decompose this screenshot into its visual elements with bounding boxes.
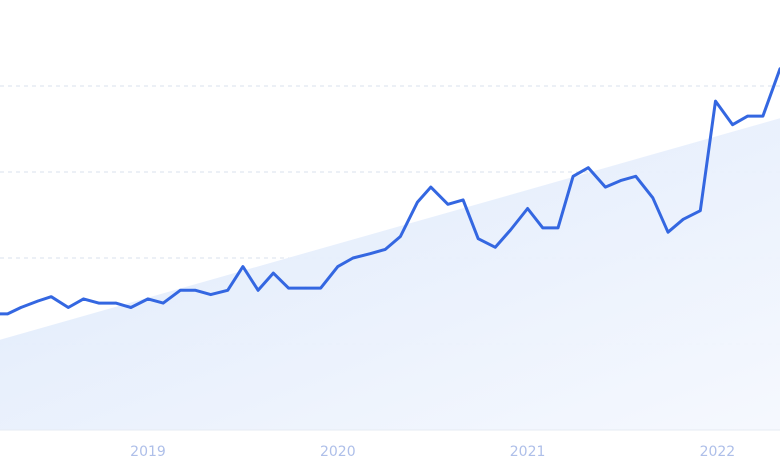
- data-point: [209, 293, 212, 296]
- data-point: [194, 289, 197, 292]
- data-point: [731, 123, 734, 126]
- data-point: [256, 289, 260, 292]
- data-point: [36, 299, 40, 303]
- x-tick-label: 2022: [700, 444, 736, 460]
- data-point: [129, 306, 133, 309]
- data-point: [526, 207, 529, 210]
- data-point: [179, 289, 182, 292]
- data-point: [287, 286, 290, 290]
- data-point: [699, 209, 702, 212]
- data-point: [509, 228, 512, 232]
- data-point: [67, 306, 70, 309]
- x-tick-label: 2020: [320, 444, 356, 460]
- data-point: [604, 185, 607, 189]
- x-tick-labels: 2019 2020 2021 2022: [130, 444, 735, 460]
- data-point: [304, 286, 307, 290]
- data-point: [494, 246, 497, 249]
- data-point: [477, 237, 480, 240]
- data-point: [416, 200, 419, 204]
- trend-area: [0, 118, 780, 430]
- series-line-group: [0, 67, 780, 316]
- x-tick-label: 2021: [510, 444, 546, 460]
- data-point: [461, 198, 465, 202]
- data-point: [714, 99, 717, 103]
- data-point: [272, 271, 275, 275]
- data-point: [162, 301, 165, 305]
- data-point: [399, 235, 402, 238]
- data-point: [336, 265, 339, 268]
- data-point: [82, 297, 85, 301]
- data-point: [241, 265, 245, 268]
- data-point: [0, 312, 2, 316]
- trend-fill-area: [0, 118, 780, 430]
- data-point: [619, 179, 622, 182]
- data-point: [682, 218, 685, 221]
- data-point: [571, 175, 575, 178]
- data-point: [319, 286, 322, 290]
- data-point: [541, 226, 544, 230]
- data-point: [556, 226, 560, 230]
- data-point: [746, 114, 749, 118]
- data-point: [50, 295, 53, 298]
- data-point: [97, 301, 100, 305]
- data-point: [446, 203, 450, 206]
- data-point: [429, 185, 432, 189]
- data-point: [587, 166, 590, 169]
- data-point: [6, 312, 9, 316]
- data-point: [666, 231, 670, 234]
- x-tick-label: 2019: [130, 444, 166, 460]
- data-point: [651, 196, 654, 199]
- data-point: [351, 256, 355, 260]
- data-point: [146, 297, 150, 301]
- data-point: [114, 301, 118, 305]
- data-point: [634, 175, 637, 178]
- data-point: [761, 114, 765, 118]
- data-point: [368, 252, 372, 255]
- data-point: [19, 306, 23, 309]
- data-point: [226, 289, 229, 292]
- data-point: [384, 248, 387, 251]
